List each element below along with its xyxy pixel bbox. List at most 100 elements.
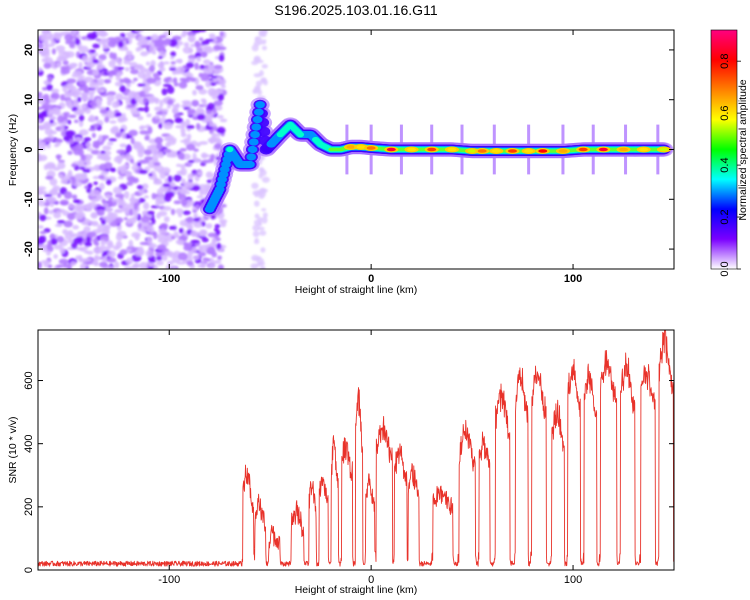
noise-blob xyxy=(115,93,124,101)
noise-blob xyxy=(115,132,122,138)
noise-blob xyxy=(50,88,60,93)
noise-blob xyxy=(130,193,135,201)
noise-blob xyxy=(106,99,112,106)
noise-blob xyxy=(257,222,263,227)
noise-blob xyxy=(72,204,82,212)
noise-blob xyxy=(165,264,171,269)
noise-blob xyxy=(106,114,116,119)
noise-blob xyxy=(38,235,46,244)
noise-blob xyxy=(128,208,134,216)
noise-blob xyxy=(65,83,73,89)
noise-blob xyxy=(64,33,74,42)
noise-blob xyxy=(97,65,104,70)
noise-blob xyxy=(150,60,156,67)
noise-blob xyxy=(98,58,103,66)
noise-blob xyxy=(163,216,170,223)
noise-blob xyxy=(71,30,78,35)
noise-blob xyxy=(143,195,150,199)
noise-blob xyxy=(46,84,53,91)
noise-blob xyxy=(183,181,194,190)
noise-blob xyxy=(144,149,153,156)
noise-blob xyxy=(216,126,226,134)
noise-blob xyxy=(190,43,195,48)
noise-blob xyxy=(44,44,49,53)
noise-blob xyxy=(133,144,139,150)
noise-blob xyxy=(117,60,122,66)
noise-blob xyxy=(175,163,182,167)
noise-blob xyxy=(142,210,149,214)
noise-blob xyxy=(162,183,171,188)
noise-blob xyxy=(254,213,260,219)
noise-blob xyxy=(63,220,73,228)
noise-blob xyxy=(81,172,88,179)
noise-blob xyxy=(47,196,57,203)
noise-blob xyxy=(201,154,211,158)
track-core-hot xyxy=(558,149,568,153)
noise-blob xyxy=(39,214,47,222)
noise-blob xyxy=(104,116,110,123)
noise-blob xyxy=(158,122,163,129)
noise-blob xyxy=(199,37,204,42)
noise-blob xyxy=(70,261,77,266)
noise-blob xyxy=(67,119,72,125)
noise-blob xyxy=(144,87,149,96)
noise-blob xyxy=(97,209,105,216)
track-core-hot xyxy=(507,149,517,153)
noise-blob xyxy=(39,230,47,235)
noise-blob xyxy=(42,93,50,101)
noise-blob xyxy=(148,45,156,54)
track-core-hot xyxy=(346,145,356,149)
noise-blob xyxy=(128,61,138,67)
noise-blob xyxy=(253,200,260,207)
noise-blob xyxy=(47,264,53,269)
noise-blob xyxy=(38,186,47,191)
noise-blob xyxy=(71,163,77,168)
noise-blob xyxy=(144,156,153,161)
noise-blob xyxy=(158,169,164,175)
noise-blob xyxy=(261,30,268,35)
track-core-hot xyxy=(366,146,376,150)
noise-blob xyxy=(113,261,120,269)
noise-blob xyxy=(188,222,193,229)
noise-blob xyxy=(56,62,62,68)
noise-blob xyxy=(154,97,160,105)
noise-blob xyxy=(78,61,83,70)
noise-blob xyxy=(123,190,130,199)
noise-blob xyxy=(104,246,111,251)
noise-blob xyxy=(138,188,145,195)
noise-blob xyxy=(57,192,62,198)
noise-blob xyxy=(115,100,120,108)
noise-blob xyxy=(183,242,189,247)
noise-blob xyxy=(179,148,187,152)
noise-blob xyxy=(114,81,123,87)
noise-blob xyxy=(44,57,53,64)
noise-blob xyxy=(82,55,89,63)
noise-blob xyxy=(200,262,207,269)
noise-blob xyxy=(169,39,178,47)
noise-blob xyxy=(81,231,89,239)
spectrogram-x-label: Height of straight line (km) xyxy=(295,284,418,296)
noise-blob xyxy=(129,66,135,70)
noise-blob xyxy=(44,193,53,198)
noise-blob xyxy=(50,94,57,99)
colorbar-tick-label: 0.6 xyxy=(719,105,731,120)
noise-blob xyxy=(47,75,53,83)
x-tick-label: 0 xyxy=(368,273,374,285)
noise-blob xyxy=(96,30,106,37)
noise-blob xyxy=(138,144,145,153)
noise-blob xyxy=(99,182,105,191)
noise-blob xyxy=(198,88,208,95)
noise-blob xyxy=(209,137,215,144)
noise-blob xyxy=(61,56,67,62)
noise-blob xyxy=(200,230,207,237)
noise-blob xyxy=(115,240,123,249)
noise-blob xyxy=(98,106,106,110)
noise-blob xyxy=(203,59,211,65)
noise-blob xyxy=(178,81,188,89)
noise-blob xyxy=(107,250,116,258)
noise-blob xyxy=(107,39,117,48)
noise-blob xyxy=(53,254,58,259)
noise-blob xyxy=(207,87,217,96)
noise-blob xyxy=(147,126,153,135)
noise-blob xyxy=(53,244,63,250)
